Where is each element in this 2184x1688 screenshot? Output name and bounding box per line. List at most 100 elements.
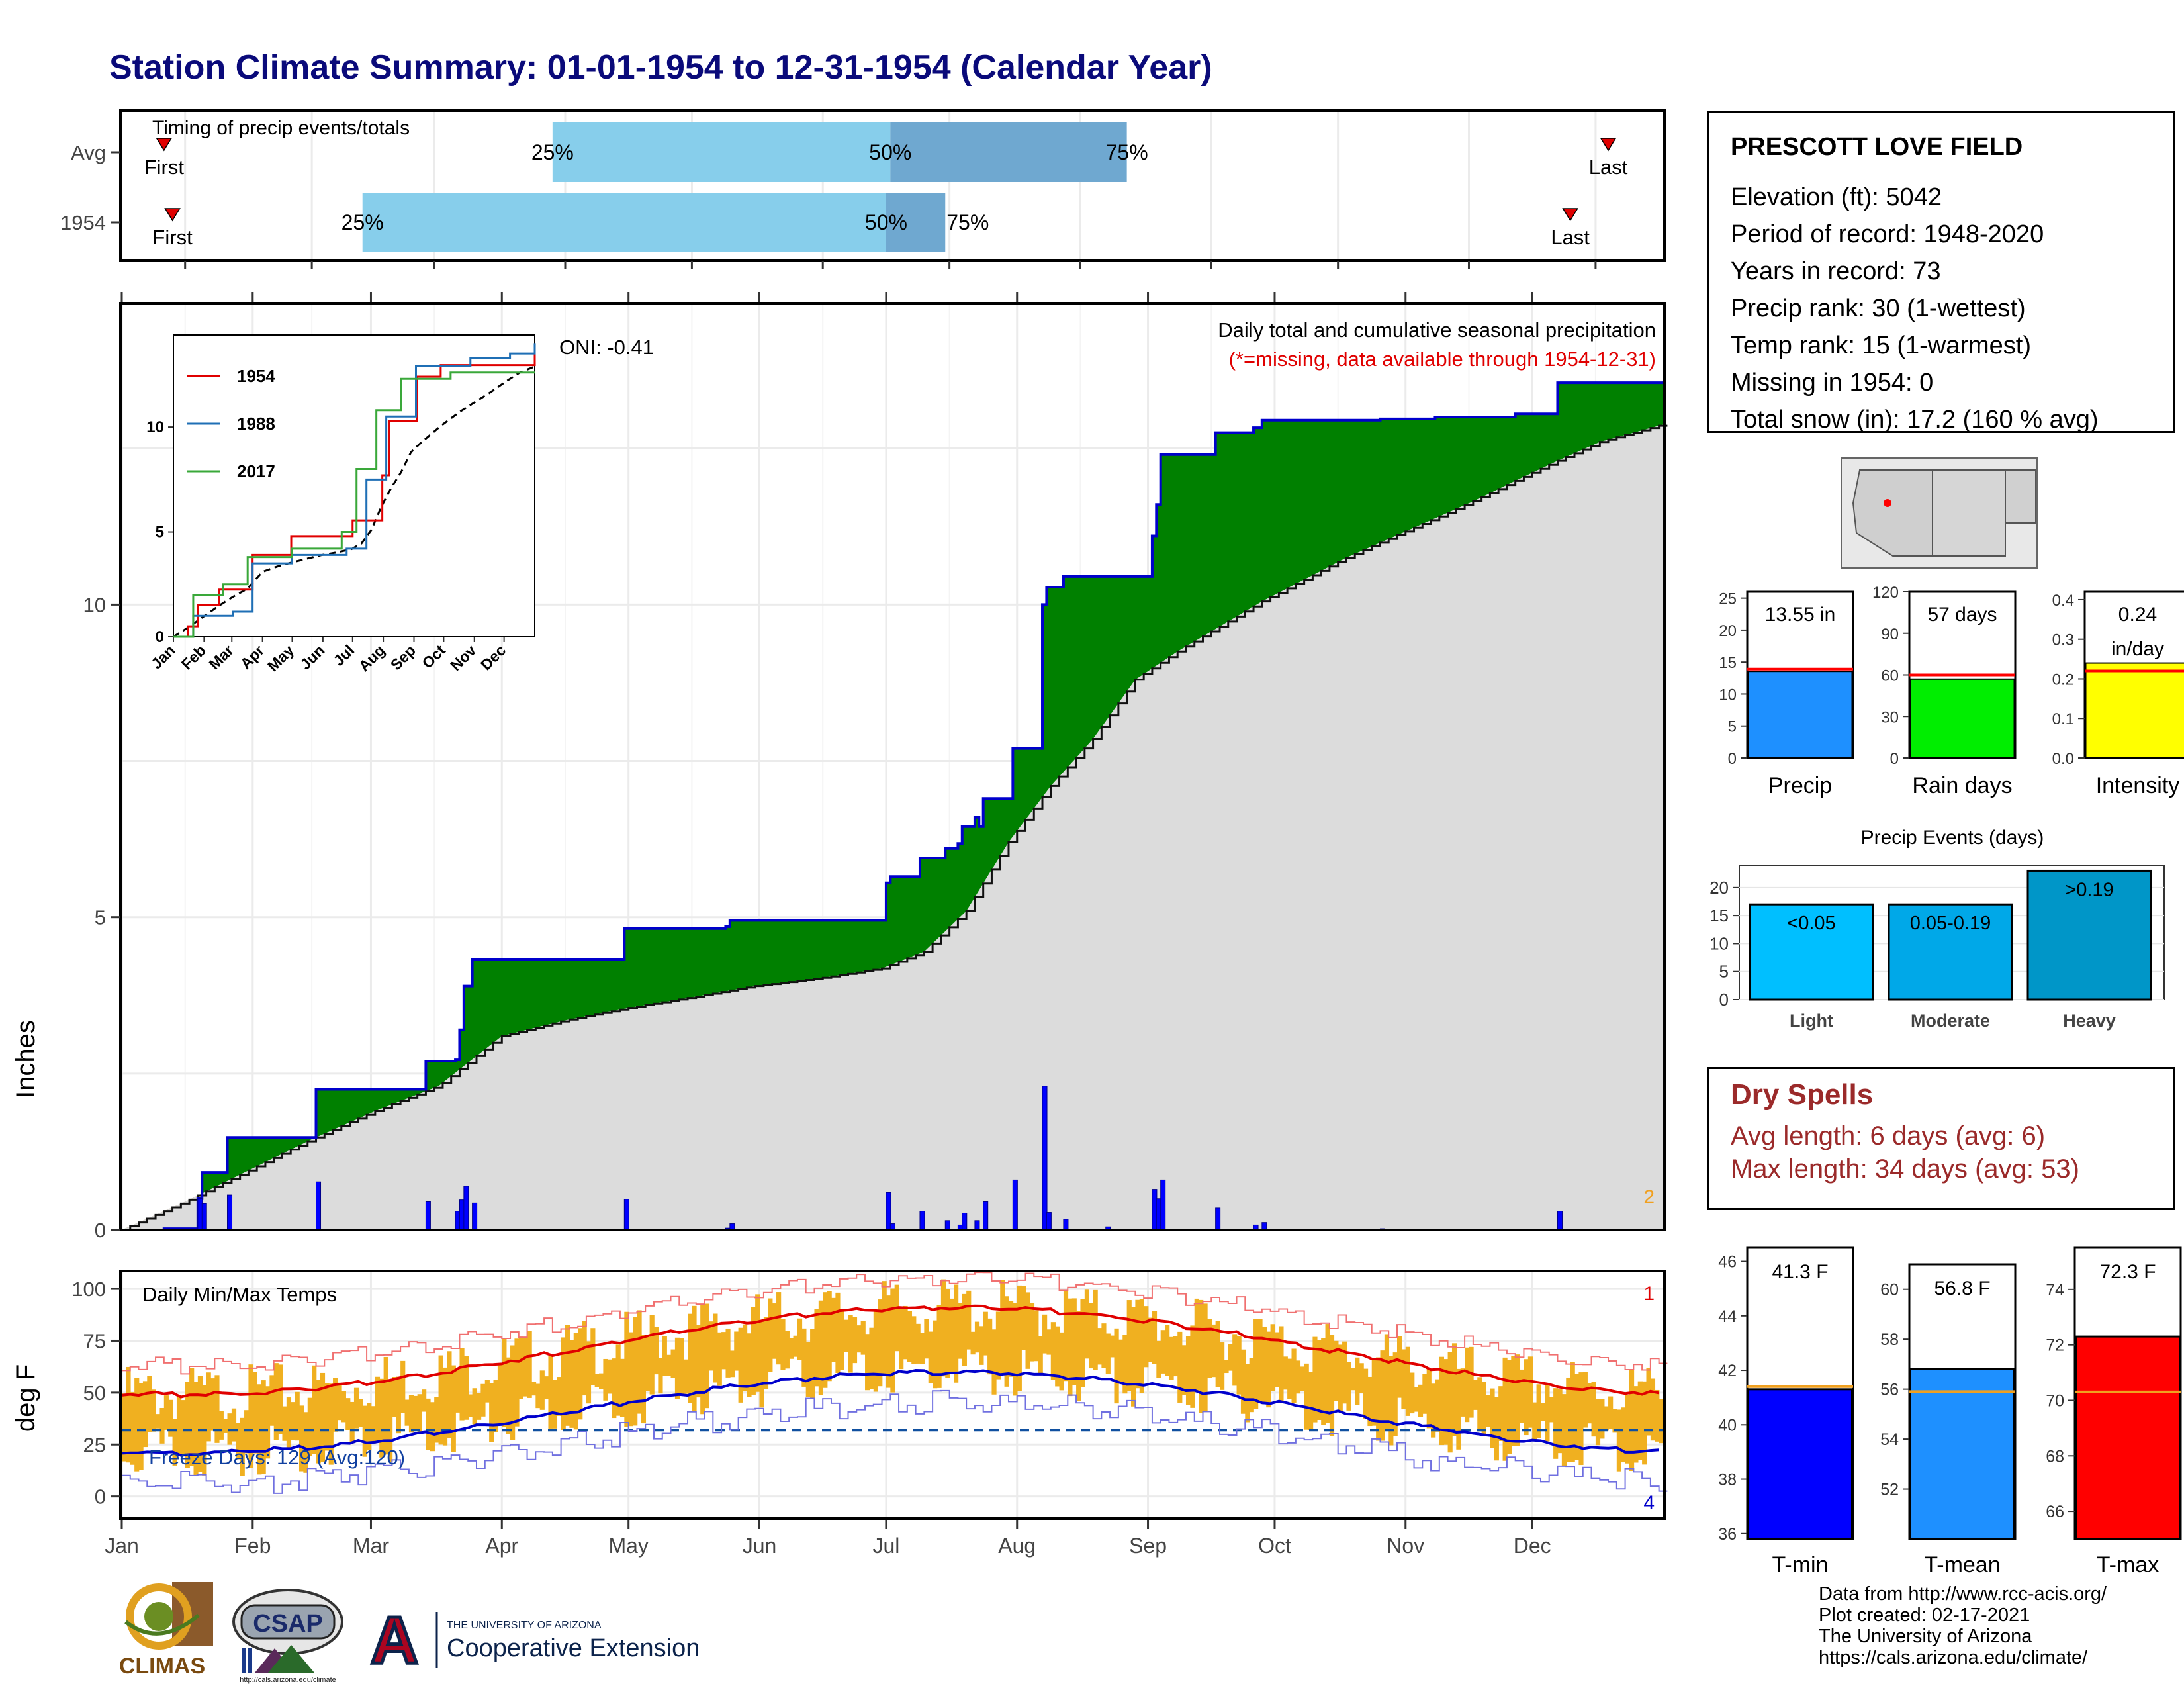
temp-daily-bar <box>396 1376 401 1434</box>
precip-chart: Daily total and cumulative seasonal prec… <box>11 292 1668 1242</box>
inset-x-tick-label: Dec <box>477 641 509 673</box>
temp-summary-y-tick-label: 58 <box>1880 1331 1899 1349</box>
temp-daily-bar <box>1625 1395 1630 1464</box>
precip-y-tick-label: 0 <box>95 1219 106 1242</box>
temp-daily-bar <box>413 1395 418 1430</box>
temp-daily-bar <box>1190 1325 1195 1408</box>
mini-bar-y-tick-label: 0.0 <box>2052 750 2074 768</box>
temp-daily-bar <box>1549 1397 1554 1423</box>
temp-daily-bar <box>801 1328 807 1387</box>
precip-daily-bar <box>974 1220 980 1231</box>
temp-daily-bar <box>463 1356 469 1420</box>
temp-daily-bar <box>1236 1336 1242 1395</box>
temp-daily-bar <box>1199 1299 1204 1413</box>
credit-line: The University of Arizona <box>1819 1626 2032 1647</box>
mini-bar-y-tick-label: 10 <box>1719 686 1737 704</box>
temp-daily-bar <box>869 1327 874 1389</box>
temp-daily-bar <box>1097 1328 1103 1365</box>
temp-daily-bar <box>966 1290 972 1350</box>
temp-daily-bar <box>1587 1383 1592 1424</box>
temp-daily-bar <box>721 1332 727 1370</box>
temp-daily-bar <box>1300 1366 1305 1391</box>
mini-bar-y-tick-label: 120 <box>1872 584 1899 602</box>
temp-daily-bar <box>578 1328 583 1420</box>
temp-label: Daily Min/Max Temps <box>142 1283 337 1306</box>
temp-daily-bar <box>447 1351 452 1438</box>
temp-daily-bar <box>674 1337 680 1399</box>
temp-daily-bar <box>751 1307 756 1395</box>
temp-daily-bar <box>371 1406 376 1444</box>
temp-daily-bar <box>1118 1339 1124 1383</box>
temp-daily-bar <box>1308 1372 1314 1430</box>
temp-daily-bar <box>1637 1381 1643 1460</box>
timing-q75-label: 75% <box>1106 140 1148 164</box>
temp-daily-bar <box>1304 1363 1309 1430</box>
temp-daily-bar <box>844 1319 849 1352</box>
temp-y-tick-label: 50 <box>83 1382 106 1405</box>
temp-daily-bar <box>1642 1381 1647 1465</box>
temp-daily-bar <box>539 1370 545 1410</box>
mini-bar-category-label: Rain days <box>1912 773 2012 798</box>
temp-daily-bar <box>590 1328 596 1385</box>
temp-daily-bar <box>569 1340 574 1428</box>
inset-x-tick-label: Sep <box>387 641 419 673</box>
temp-daily-bar <box>134 1378 140 1472</box>
temp-daily-bar <box>1177 1331 1183 1403</box>
temp-daily-bar <box>291 1402 296 1440</box>
temp-daily-bar <box>1447 1352 1453 1453</box>
temp-daily-bar <box>206 1372 211 1442</box>
temp-summary-y-tick-label: 70 <box>2046 1391 2064 1410</box>
precip-daily-bar <box>983 1201 989 1231</box>
temp-summary-category-label: T-mean <box>1924 1552 2000 1577</box>
temp-daily-bar <box>1498 1386 1504 1441</box>
temp-daily-bar <box>535 1383 541 1409</box>
temp-daily-bar <box>476 1393 482 1420</box>
temp-daily-bar <box>1380 1350 1385 1441</box>
temp-daily-bar <box>1578 1372 1584 1466</box>
temp-daily-bar <box>907 1311 913 1362</box>
temp-daily-bar <box>1536 1384 1541 1438</box>
mini-bar <box>1909 678 2015 759</box>
credit-line: Plot created: 02-17-2021 <box>1819 1605 2030 1626</box>
temp-daily-bar <box>324 1383 330 1451</box>
temp-summary-y-tick-label: 72 <box>2046 1336 2064 1355</box>
temp-daily-bar <box>708 1321 714 1371</box>
temp-daily-bar <box>1371 1358 1377 1426</box>
temp-daily-bar <box>637 1310 642 1414</box>
temp-daily-bar <box>307 1397 312 1456</box>
temp-daily-bar <box>878 1299 883 1387</box>
temp-daily-bar <box>544 1376 549 1399</box>
inset-x-tick-label: Feb <box>178 641 209 673</box>
temp-daily-bar <box>924 1319 929 1359</box>
temp-daily-bar <box>430 1402 435 1452</box>
inset-x-tick-label: Jan <box>148 641 178 672</box>
temp-daily-bar <box>1659 1399 1664 1444</box>
station-info-row: Elevation (ft): 5042 <box>1731 183 1942 211</box>
events-bar-label: 0.05-0.19 <box>1910 913 1991 934</box>
temp-daily-bar <box>805 1341 811 1397</box>
precip-daily-bar <box>962 1212 968 1231</box>
temp-daily-bar <box>147 1376 152 1432</box>
temp-daily-bar <box>392 1376 397 1417</box>
temp-daily-bar <box>823 1292 828 1388</box>
temp-daily-bar <box>1080 1299 1085 1387</box>
svg-text:THE UNIVERSITY OF ARIZONA: THE UNIVERSITY OF ARIZONA <box>447 1620 602 1631</box>
temp-y-tick-label: 25 <box>83 1433 106 1456</box>
temp-daily-bar <box>1422 1374 1428 1414</box>
temp-daily-bar <box>1257 1319 1263 1401</box>
month-tick-label: Jun <box>743 1534 777 1558</box>
temp-daily-bar <box>214 1375 220 1443</box>
temp-daily-bar <box>1532 1402 1537 1441</box>
station-info-row: Years in record: 73 <box>1731 258 1941 285</box>
temp-y-tick-label: 75 <box>83 1329 106 1352</box>
temp-daily-bar <box>151 1389 156 1432</box>
mini-bar-y-tick-label: 0.4 <box>2052 592 2074 610</box>
temp-daily-bar <box>1595 1399 1601 1446</box>
temp-summary-y-tick-label: 56 <box>1880 1381 1899 1399</box>
temp-daily-bar <box>1206 1319 1212 1378</box>
temp-summary-bar <box>1747 1388 1853 1540</box>
temp-daily-bar <box>772 1303 777 1359</box>
inset-series-line <box>173 343 536 638</box>
inset-x-tick-label: Oct <box>418 641 449 672</box>
temp-daily-bar <box>176 1395 182 1456</box>
